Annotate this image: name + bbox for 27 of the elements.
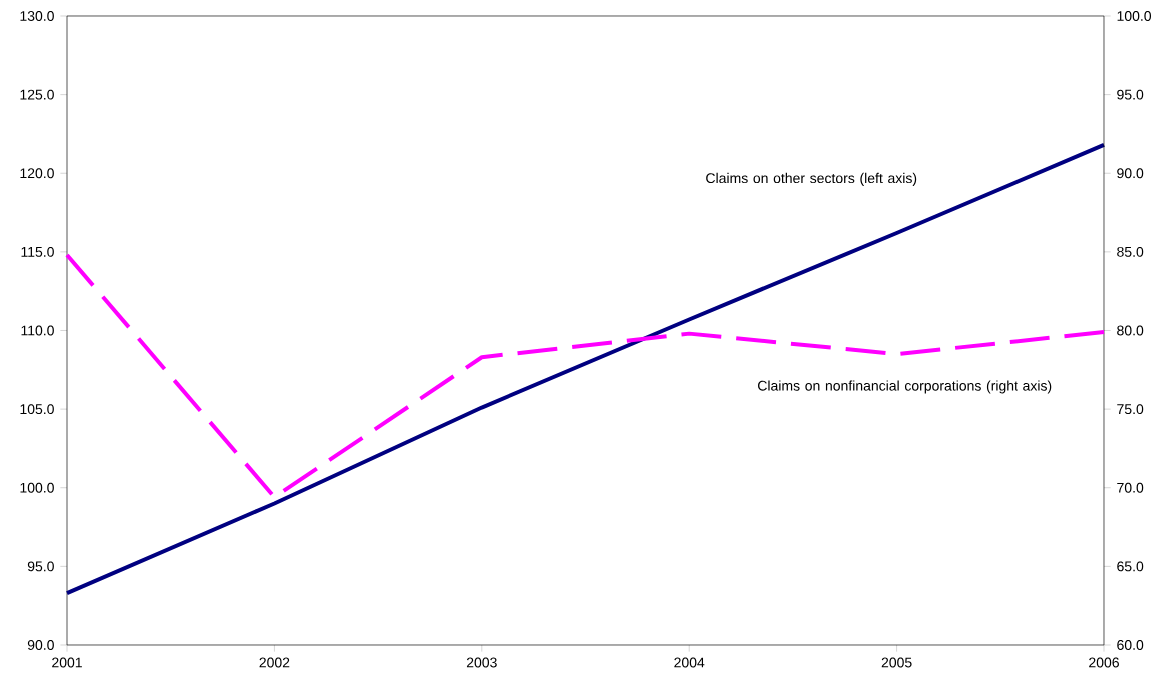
y-tick-label: 105.0 xyxy=(20,404,54,415)
y2-tick-label: 100.0 xyxy=(1117,11,1152,21)
y-tick-label: 130.0 xyxy=(20,11,54,21)
x-tick-label: 2006 xyxy=(1089,657,1119,668)
y-tick-label: 100.0 xyxy=(20,482,54,493)
y-tick-label: 125.0 xyxy=(20,89,54,100)
text: Claims on other sectors (left axis) xyxy=(706,172,917,186)
y2-tick-label: 75.0 xyxy=(1117,404,1144,415)
y2-tick-label: 65.0 xyxy=(1117,561,1144,572)
y2-tick-label: 85.0 xyxy=(1117,246,1144,257)
y-tick-label: 120.0 xyxy=(20,168,54,179)
y2-tick-label: 80.0 xyxy=(1117,325,1144,336)
y2-tick-label: 70.0 xyxy=(1117,482,1144,493)
text: Claims on nonfinancial corporations (right axis) xyxy=(758,380,1052,394)
y2-tick-label: 60.0 xyxy=(1117,640,1144,650)
x-tick-label: 2005 xyxy=(881,657,912,668)
x-tick-label: 2001 xyxy=(52,657,82,668)
y-tick-label: 115.0 xyxy=(21,246,54,257)
y-tick-label: 110.0 xyxy=(21,325,54,336)
y2-tick-label: 95.0 xyxy=(1117,89,1144,100)
y-tick-label: 90.0 xyxy=(27,640,54,650)
x-tick-label: 2003 xyxy=(466,657,497,668)
x-tick-label: 2004 xyxy=(674,657,705,668)
y-tick-label: 95.0 xyxy=(27,561,54,572)
x-tick-label: 2002 xyxy=(259,657,290,668)
line-series xyxy=(65,142,1106,596)
y2-tick-label: 90.0 xyxy=(1117,168,1144,179)
